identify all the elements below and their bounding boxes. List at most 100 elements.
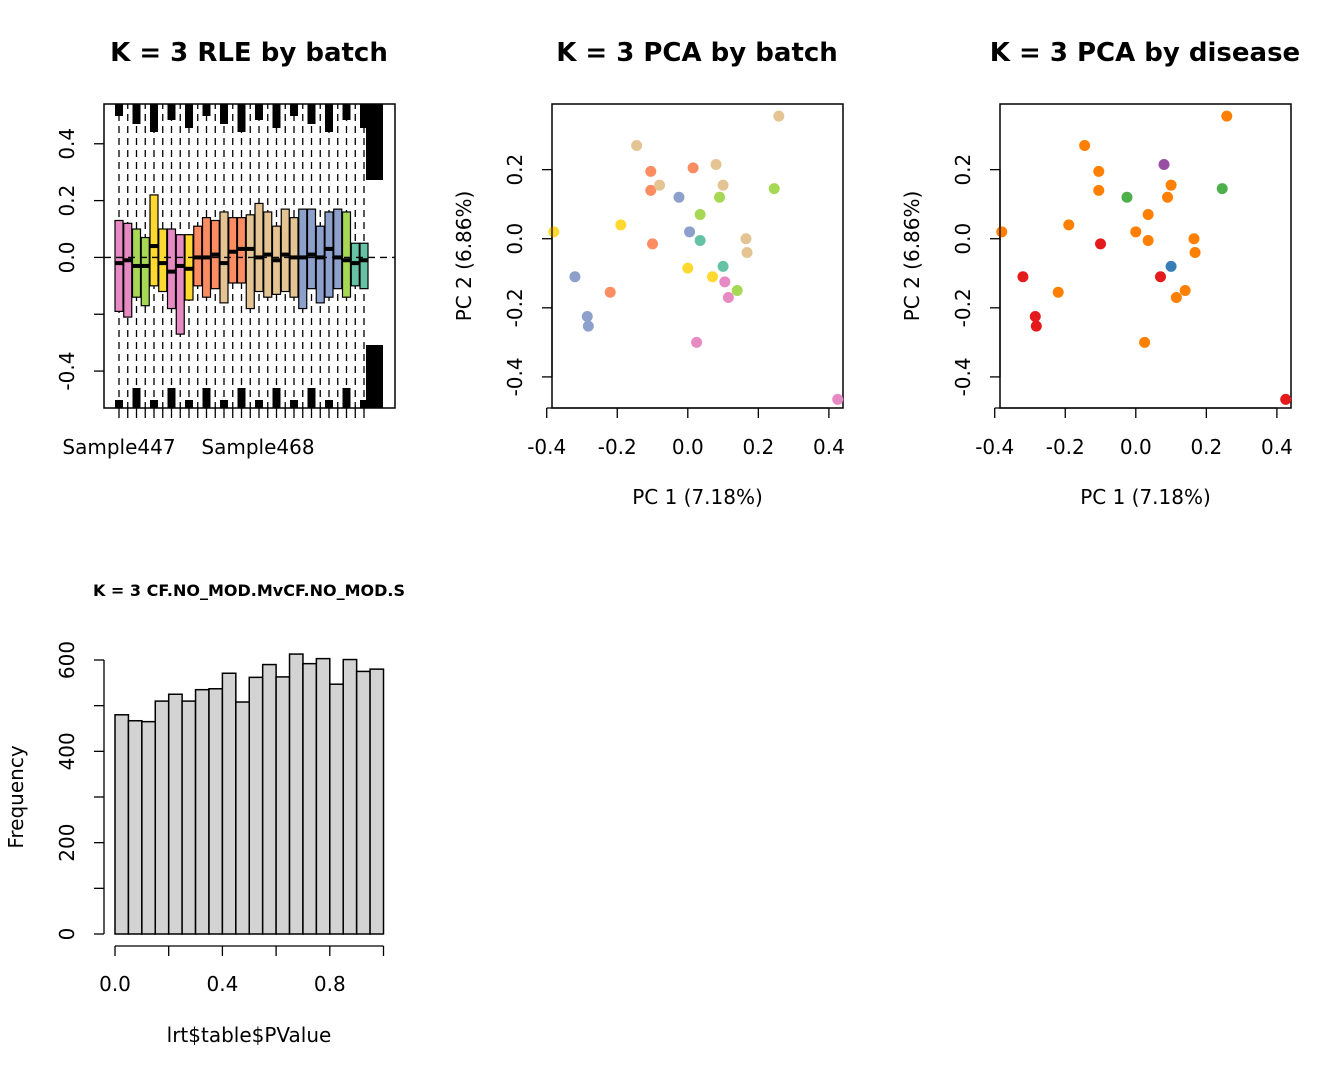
data-point [582,320,594,332]
box [131,228,142,298]
x-tick-label: -0.4 [975,435,1014,459]
box [140,236,150,307]
y-tick-label: 0.0 [503,223,527,255]
y-tick-label: 600 [55,641,79,679]
data-point [687,162,699,174]
outliers-top [325,104,333,132]
histogram-bar [302,662,318,935]
histogram-bar [248,676,264,935]
y-tick-label: -0.2 [951,288,975,327]
rle-plot-area [104,104,395,408]
x-tick-label: 0.0 [672,435,704,459]
histogram-bar [235,701,250,935]
data-point [1162,191,1174,203]
outliers-top [132,104,141,124]
outliers-bottom [307,388,316,408]
outliers-bottom [220,400,228,408]
x-tick-label: 0.2 [1190,435,1222,459]
histogram-bar [355,670,371,935]
y-tick-label: 0.0 [55,242,79,274]
box [166,228,177,310]
outliers-top [307,104,316,124]
data-point [1142,209,1154,221]
data-point [719,276,731,288]
outliers-bottom [360,400,368,408]
data-point [1179,285,1191,297]
data-point [654,179,666,191]
x-axis-label: PC 1 (7.18%) [632,485,763,509]
outliers-bottom [167,388,176,408]
data-point [645,165,657,177]
box [175,234,185,335]
x-tick-label: Sample447 [62,435,175,459]
x-tick-label: -0.4 [527,435,566,459]
data-point [548,226,560,238]
data-point [1063,219,1075,231]
outliers-bottom [342,388,351,408]
box [245,214,255,310]
histogram-bar [194,688,210,935]
y-tick-label: 0.2 [55,185,79,217]
data-point [1165,179,1177,191]
data-point [581,310,593,322]
data-point [773,110,785,122]
data-point [740,233,752,245]
data-point [768,183,780,195]
y-tick-label: 0.2 [503,154,527,186]
data-point [1189,247,1201,259]
x-tick-label: 0.2 [742,435,774,459]
box [114,219,124,313]
data-point [682,262,694,274]
box [341,211,352,298]
data-point [717,179,729,191]
outliers-top [342,104,351,120]
data-point [604,286,616,298]
outliers-top [272,104,281,128]
outliers-bottom [115,400,123,408]
data-point [647,238,659,250]
pca-disease-panel: K = 3 PCA by disease -0.4 -0.2 0.0 0.2 0.4 -0.… [900,38,1300,509]
data-point [706,271,718,283]
y-tick-label: 0.4 [55,128,79,160]
data-point [1121,191,1133,203]
box [333,208,343,290]
y-tick-label: 0.0 [951,223,975,255]
outliers-top [360,104,368,128]
histogram-bar [369,668,385,935]
data-point [722,291,734,303]
x-tick-label: -0.2 [598,435,637,459]
histogram-bar [221,672,237,935]
chart-title: K = 3 RLE by batch [110,38,388,68]
y-tick-label: -0.4 [55,352,79,391]
data-point [717,260,729,272]
histogram-bar [275,676,291,935]
data-point [1030,320,1042,332]
outliers-top [202,104,211,116]
data-point [673,191,685,203]
outliers-top [255,104,263,120]
y-tick-label: 0 [55,928,79,941]
box [158,228,168,293]
chart-title: K = 3 PCA by disease [990,38,1300,68]
box [359,242,369,290]
outliers-top [185,104,193,128]
data-point [1130,226,1142,238]
data-point [694,209,706,221]
box [306,208,317,290]
y-tick-label: -0.4 [951,357,975,396]
outliers-top [115,104,123,116]
outliers-bottom [325,400,333,408]
histogram-bar [261,663,277,935]
data-point [1154,271,1166,283]
data-point [714,191,726,203]
y-tick-label: -0.2 [503,288,527,327]
data-point [694,234,706,246]
data-point [832,393,844,405]
x-tick-label: 0.4 [206,972,238,996]
data-point [1052,286,1064,298]
pvalue-histogram-panel: K = 3 CF.NO_MOD.MvCF.NO_MOD.S 0.0 0.4 0.8 0 2… [4,581,405,1047]
data-point [1139,336,1151,348]
x-tick-label: 0.0 [1120,435,1152,459]
box [324,211,334,298]
